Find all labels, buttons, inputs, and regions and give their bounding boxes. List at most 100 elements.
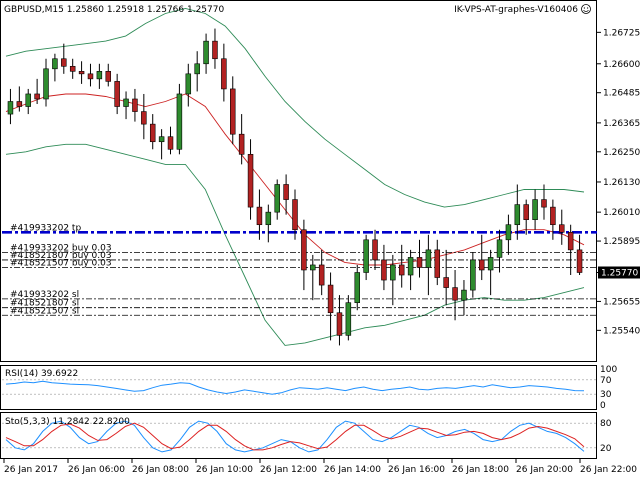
candle-body: [78, 71, 85, 75]
bollinger-lower-line: [5, 143, 585, 346]
candle-body: [43, 68, 49, 100]
candle-body: [132, 98, 138, 112]
candle-body: [363, 239, 369, 273]
candle-body: [345, 302, 352, 336]
candle-body: [310, 264, 316, 271]
rsi-tick-label: 100: [600, 365, 617, 375]
candle-body: [141, 111, 147, 125]
candle-body: [185, 73, 192, 95]
order-line-label: #419933202 buy 0.03: [10, 243, 112, 253]
candle-body: [167, 136, 174, 150]
bollinger-upper-line: [5, 8, 585, 208]
candle-body: [407, 257, 414, 276]
candle-body: [318, 264, 325, 286]
sto-signal-line: [5, 422, 585, 451]
order-line-label: #418521507 buy 0.03: [10, 258, 112, 268]
stochastic-plot: 80 20: [2, 419, 612, 454]
candle-body: [158, 136, 165, 143]
order-line-label: #418521807 sl: [10, 299, 79, 309]
candle-body: [505, 224, 512, 241]
current-price-tag: [598, 266, 640, 279]
candle-body: [354, 272, 360, 303]
candle-body: [61, 58, 67, 67]
candle-body: [238, 133, 245, 155]
candle-body: [327, 284, 334, 314]
candle-body: [221, 58, 227, 90]
candle-body: [256, 206, 263, 226]
order-line-label: #418521507 sl: [10, 306, 79, 316]
order-line-label: #419933202 sl: [10, 290, 79, 300]
candle-body: [496, 239, 503, 258]
candle-body: [390, 264, 396, 281]
time-tick-label: 26 Jan 16:00: [388, 465, 445, 475]
candle-body: [194, 63, 200, 75]
candle-body: [247, 154, 254, 208]
candle-body: [274, 184, 280, 213]
candle-body: [114, 81, 120, 107]
candle-body: [230, 88, 236, 135]
time-tick-label: 26 Jan 10:00: [196, 465, 253, 475]
candle-body: [532, 199, 538, 220]
expert-name: IK-VPS-AT-graphes-V160406: [454, 5, 578, 15]
order-line-label: #418521807 buy 0.03: [10, 251, 112, 261]
candle-body: [514, 204, 521, 226]
candle-body: [425, 249, 432, 268]
candle-body: [470, 259, 476, 291]
candle-body: [7, 101, 14, 115]
price-tick-label: 1.26485: [603, 89, 640, 99]
candle-body: [398, 264, 405, 276]
candle-body: [478, 259, 485, 271]
candle-body: [96, 71, 103, 80]
candle-body: [567, 231, 574, 251]
price-tick-label: 1.25655: [603, 297, 640, 307]
time-tick-label: 26 Jan 22:00: [580, 465, 637, 475]
sto-tick-label: 80: [600, 419, 612, 429]
order-line-label: #419933202 tp: [10, 223, 81, 233]
time-tick-label: 26 Jan 2017: [4, 465, 58, 475]
candle-body: [123, 98, 129, 107]
time-tick-label: 26 Jan 12:00: [260, 465, 317, 475]
order-lines[interactable]: #419933202 tp#419933202 buy 0.03#4185218…: [2, 223, 597, 316]
time-tick-label: 26 Jan 06:00: [68, 465, 125, 475]
time-tick-label: 26 Jan 14:00: [324, 465, 381, 475]
candle-body: [105, 71, 112, 82]
candle-body: [336, 312, 343, 336]
candle-body: [550, 206, 556, 226]
candle-body: [25, 93, 31, 107]
candle-body: [559, 224, 565, 233]
price-tick-label: 1.26250: [603, 148, 640, 158]
time-tick-label: 26 Jan 08:00: [132, 465, 189, 475]
rsi-label: RSI(14) 39.6922: [5, 369, 78, 379]
candle-body: [203, 40, 209, 65]
candle-body: [69, 65, 76, 72]
candle-body: [434, 249, 441, 278]
candle-body: [301, 229, 307, 271]
candle-body: [283, 184, 289, 200]
time-tick-label: 26 Jan 18:00: [452, 465, 509, 475]
symbol-info: GBPUSD,M15 1.25860 1.25918 1.25766 1.257…: [4, 5, 224, 15]
candle-body: [487, 257, 494, 271]
stochastic-panel[interactable]: [0, 412, 597, 459]
candle-body: [176, 93, 183, 150]
candle-body: [541, 199, 547, 208]
price-tick-label: 1.25895: [603, 237, 640, 247]
candle-body: [443, 277, 449, 288]
time-axis: 26 Jan 2017 26 Jan 06:00 26 Jan 08:00 26 Ja…: [3, 459, 637, 475]
main-price-panel[interactable]: [0, 0, 597, 362]
candle-body: [461, 289, 467, 301]
candle-body: [149, 123, 156, 143]
candle-body: [212, 40, 218, 60]
candle-body: [292, 199, 298, 231]
candle-body: [87, 73, 94, 80]
candle-body: [416, 257, 423, 268]
rsi-line: [5, 380, 585, 395]
candle-body: [576, 249, 583, 273]
sto-tick-label: 20: [600, 444, 612, 454]
rsi-tick-label: 30: [600, 390, 612, 400]
price-tick-label: 1.26010: [603, 208, 640, 218]
candle-body: [16, 101, 23, 107]
candle-body: [265, 211, 272, 226]
